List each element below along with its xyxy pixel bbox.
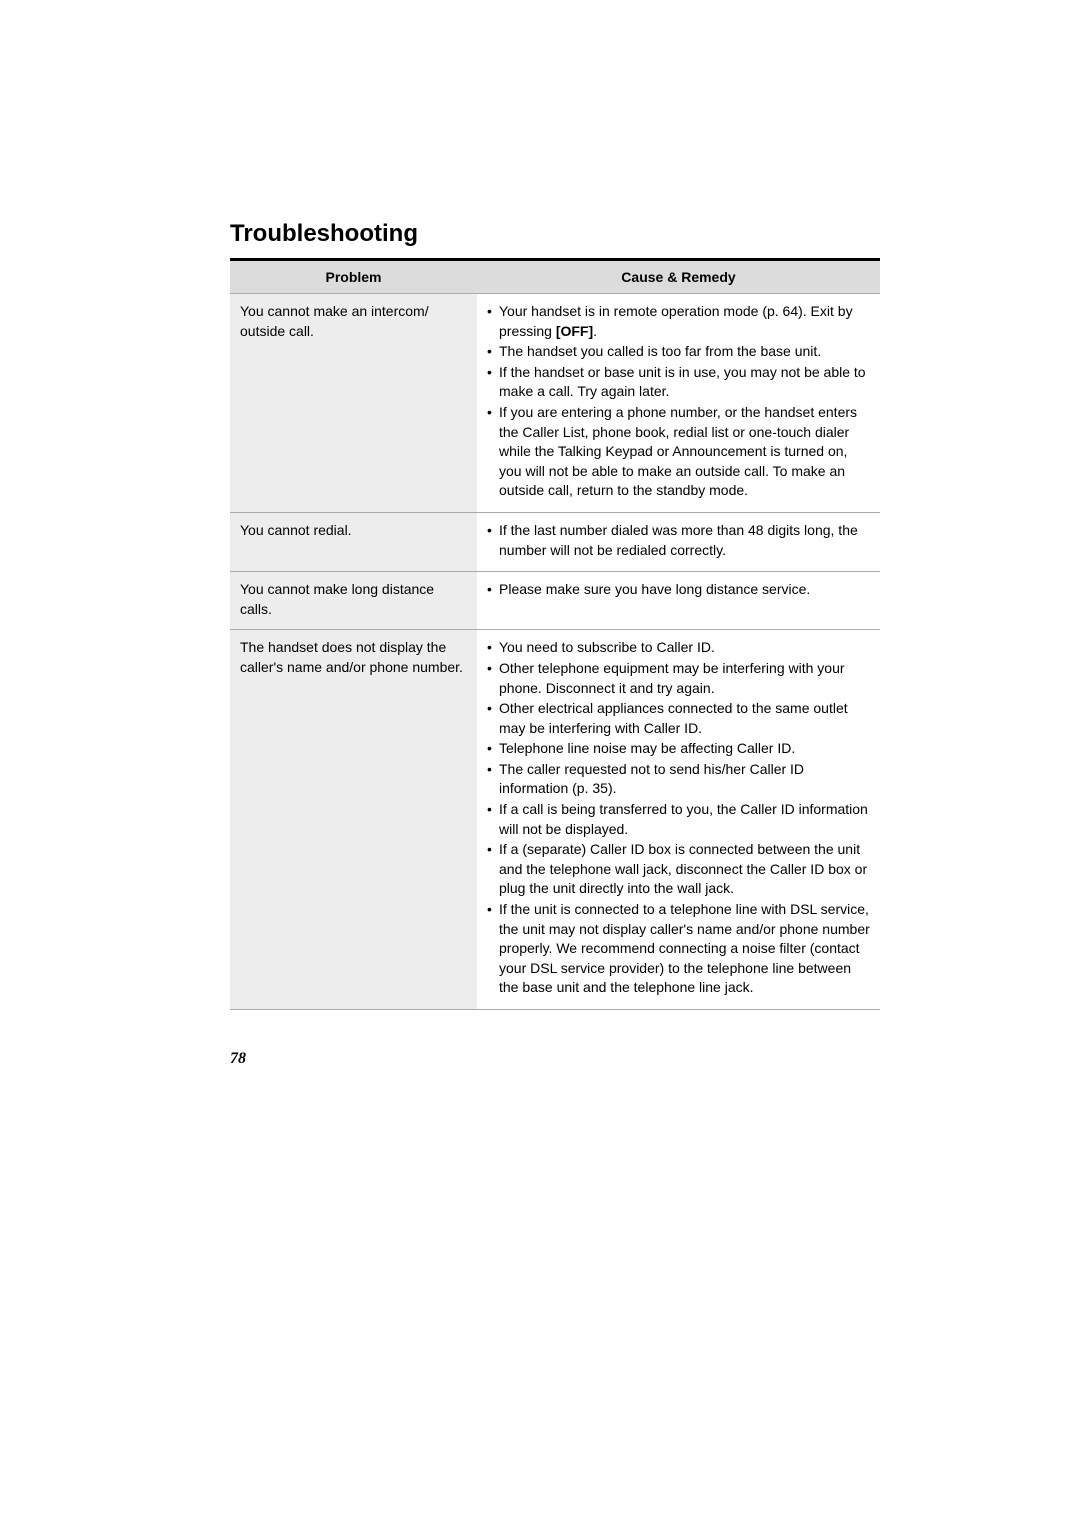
- remedy-item: Your handset is in remote operation mode…: [487, 302, 870, 341]
- problem-cell: You cannot redial.: [230, 512, 477, 571]
- remedy-cell: Please make sure you have long distance …: [477, 572, 880, 630]
- problem-cell: You cannot make an intercom/ outside cal…: [230, 294, 477, 513]
- remedy-list: Please make sure you have long distance …: [487, 580, 870, 600]
- remedy-item: You need to subscribe to Caller ID.: [487, 638, 870, 658]
- remedy-item: If a call is being transferred to you, t…: [487, 800, 870, 839]
- remedy-item: Telephone line noise may be affecting Ca…: [487, 739, 870, 759]
- remedy-item: Other telephone equipment may be interfe…: [487, 659, 870, 698]
- header-problem: Problem: [230, 261, 477, 294]
- table-row: You cannot redial. If the last number di…: [230, 512, 880, 571]
- remedy-cell: Your handset is in remote operation mode…: [477, 294, 880, 513]
- remedy-item: The caller requested not to send his/her…: [487, 760, 870, 799]
- remedy-item: If you are entering a phone number, or t…: [487, 403, 870, 501]
- page-title: Troubleshooting: [230, 220, 880, 248]
- table-row: The handset does not display the caller'…: [230, 630, 880, 1010]
- problem-cell: The handset does not display the caller'…: [230, 630, 477, 1010]
- remedy-list: If the last number dialed was more than …: [487, 521, 870, 560]
- remedy-item: The handset you called is too far from t…: [487, 342, 870, 362]
- remedy-cell: If the last number dialed was more than …: [477, 512, 880, 571]
- remedy-cell: You need to subscribe to Caller ID. Othe…: [477, 630, 880, 1010]
- header-remedy: Cause & Remedy: [477, 261, 880, 294]
- remedy-list: Your handset is in remote operation mode…: [487, 302, 870, 501]
- remedy-item: If the unit is connected to a telephone …: [487, 900, 870, 998]
- table-row: You cannot make an intercom/ outside cal…: [230, 294, 880, 513]
- table-row: You cannot make long distance calls. Ple…: [230, 572, 880, 630]
- remedy-item: If the handset or base unit is in use, y…: [487, 363, 870, 402]
- page-number: 78: [230, 1050, 880, 1068]
- problem-cell: You cannot make long distance calls.: [230, 572, 477, 630]
- remedy-list: You need to subscribe to Caller ID. Othe…: [487, 638, 870, 998]
- remedy-item: Please make sure you have long distance …: [487, 580, 870, 600]
- remedy-item: If the last number dialed was more than …: [487, 521, 870, 560]
- remedy-item: If a (separate) Caller ID box is connect…: [487, 840, 870, 899]
- remedy-item: Other electrical appliances connected to…: [487, 699, 870, 738]
- troubleshooting-table: Problem Cause & Remedy You cannot make a…: [230, 261, 880, 1010]
